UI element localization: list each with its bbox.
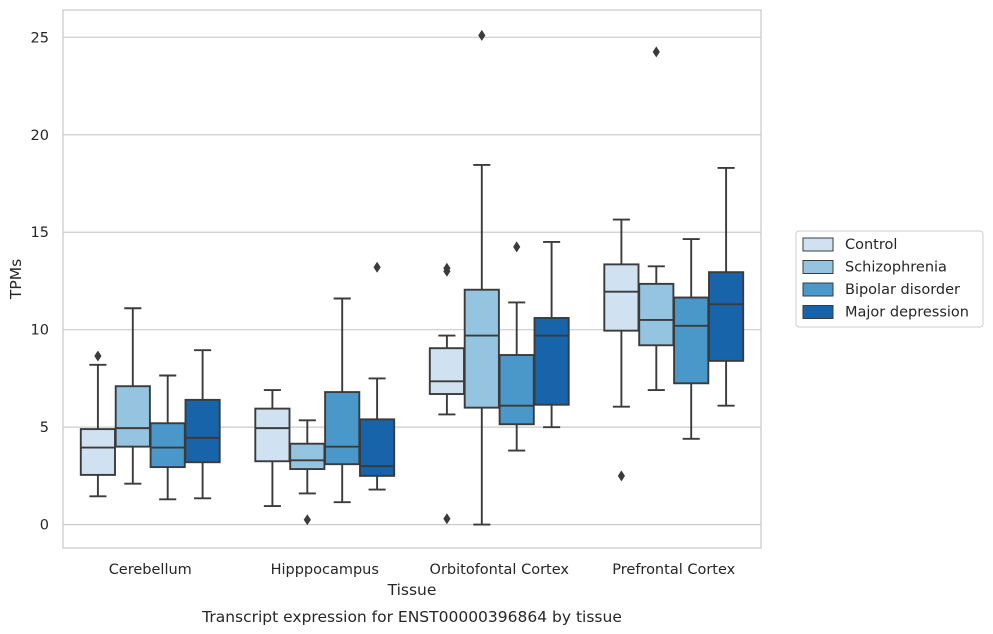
outlier-point bbox=[443, 262, 451, 274]
y-tick-labels: 0 5 10 15 20 25 bbox=[31, 30, 49, 533]
box-1-3 bbox=[359, 261, 396, 491]
box-iqr bbox=[603, 263, 640, 332]
y-axis-title: TPMs bbox=[7, 259, 25, 300]
outlier-point bbox=[94, 350, 102, 362]
box-iqr bbox=[463, 288, 500, 409]
box-iqr bbox=[498, 354, 535, 426]
legend-frame bbox=[795, 230, 984, 328]
box-3-0 bbox=[603, 218, 640, 482]
box-iqr bbox=[428, 347, 465, 395]
box-0-0 bbox=[79, 350, 116, 498]
y-tick-label: 15 bbox=[31, 225, 49, 241]
chart-caption: Transcript expression for ENST0000039686… bbox=[201, 608, 622, 626]
y-tick-label: 0 bbox=[40, 518, 49, 534]
outlier-point bbox=[443, 513, 451, 525]
legend: Control Schizophrenia Bipolar disorder Majo… bbox=[795, 230, 984, 328]
legend-swatch bbox=[802, 237, 834, 252]
box-0-3 bbox=[184, 349, 221, 500]
y-tick-label: 25 bbox=[31, 30, 49, 46]
y-tick-label: 5 bbox=[40, 420, 49, 436]
outlier-point bbox=[478, 29, 486, 41]
box-0-2 bbox=[149, 374, 186, 501]
box-iqr bbox=[79, 428, 116, 476]
legend-label: Schizophrenia bbox=[845, 260, 947, 276]
box-iqr bbox=[184, 398, 221, 464]
legend-label: Control bbox=[845, 237, 897, 253]
outlier-point bbox=[303, 514, 311, 526]
box-iqr bbox=[359, 418, 396, 477]
legend-label: Bipolar disorder bbox=[845, 282, 960, 298]
box-1-1 bbox=[289, 419, 326, 526]
box-2-3 bbox=[533, 241, 570, 429]
legend-swatch bbox=[802, 305, 834, 319]
x-tick-label: Prefrontal Cortex bbox=[612, 562, 735, 578]
box-3-1 bbox=[638, 46, 675, 392]
box-iqr bbox=[149, 422, 186, 469]
outlier-point bbox=[373, 261, 381, 273]
x-tick-label: Cerebellum bbox=[109, 562, 192, 578]
box-marks bbox=[79, 29, 745, 526]
outlier-point bbox=[513, 241, 521, 253]
x-axis-title: Tissue bbox=[387, 581, 437, 599]
plot-area-frame bbox=[62, 9, 762, 549]
outlier-point bbox=[617, 470, 625, 482]
x-tick-labels: Cerebellum Hipppocampus Orbitofontal Corte… bbox=[109, 562, 736, 578]
box-1-2 bbox=[324, 297, 361, 504]
box-iqr bbox=[708, 271, 745, 362]
box-1-0 bbox=[254, 389, 291, 508]
box-iqr bbox=[638, 282, 675, 347]
box-iqr bbox=[673, 296, 710, 385]
box-2-0 bbox=[428, 262, 465, 525]
outlier-point bbox=[652, 46, 660, 58]
box-2-1 bbox=[463, 29, 500, 526]
box-3-3 bbox=[708, 166, 745, 407]
box-iqr bbox=[254, 407, 291, 463]
box-2-2 bbox=[498, 241, 535, 452]
x-tick-label: Hipppocampus bbox=[271, 562, 379, 578]
legend-label: Major depression bbox=[845, 305, 969, 321]
box-iqr bbox=[324, 391, 361, 466]
x-tick-label: Orbitofontal Cortex bbox=[430, 562, 570, 578]
legend-swatch bbox=[802, 260, 834, 274]
box-0-1 bbox=[114, 307, 151, 485]
legend-swatch bbox=[802, 282, 834, 297]
box-iqr bbox=[114, 385, 151, 448]
box-iqr bbox=[533, 317, 570, 406]
y-tick-label: 10 bbox=[31, 323, 49, 339]
box-iqr bbox=[289, 442, 326, 471]
y-tick-label: 20 bbox=[31, 128, 49, 144]
box-3-2 bbox=[673, 238, 710, 440]
